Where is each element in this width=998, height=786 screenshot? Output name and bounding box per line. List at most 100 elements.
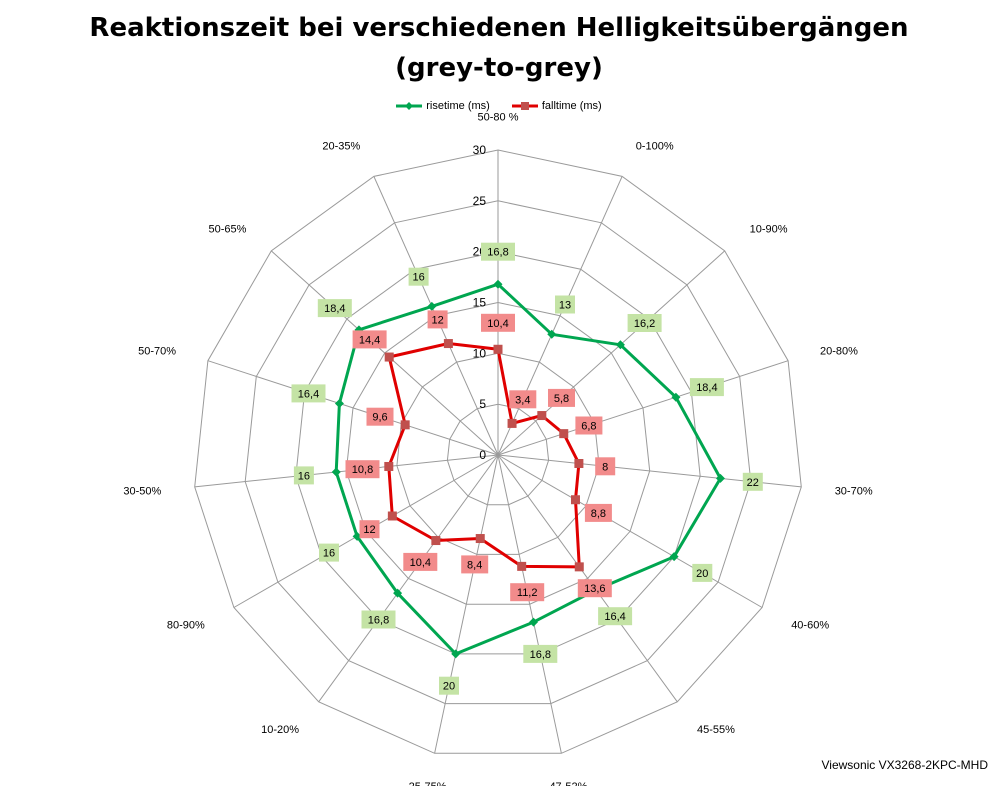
risetime-data-label-bg	[293, 466, 314, 485]
falltime-point	[384, 352, 394, 362]
falltime-data-label: 3,4	[515, 394, 530, 406]
risetime-data-label: 16	[412, 272, 424, 284]
falltime-data-label: 8,8	[591, 508, 606, 520]
chart-title: Reaktionszeit bei verschiedenen Helligke…	[0, 8, 998, 88]
risetime-point	[427, 301, 437, 311]
risetime-point	[493, 279, 503, 289]
risetime-point	[615, 340, 625, 350]
risetime-data-label: 16,8	[530, 649, 551, 661]
falltime-point	[574, 562, 584, 572]
risetime-line	[334, 282, 722, 656]
falltime-data-label: 6,8	[581, 421, 596, 433]
risetime-point	[451, 649, 461, 659]
risetime-point	[334, 398, 344, 408]
falltime-data-label-bg	[366, 407, 394, 426]
legend: risetime (ms) falltime (ms)	[0, 100, 998, 112]
radial-tick-label: 5	[479, 397, 486, 411]
grid-spoke	[497, 454, 562, 754]
falltime-data-label-bg	[548, 388, 575, 407]
grid-spoke	[270, 250, 499, 456]
legend-item-risetime: risetime (ms)	[396, 100, 490, 112]
falltime-data-label: 12	[363, 524, 375, 536]
falltime-data-label: 13,6	[584, 583, 605, 595]
falltime-point	[431, 536, 441, 546]
falltime-point	[443, 339, 453, 349]
falltime-data-label: 8,4	[467, 559, 482, 571]
falltime-point	[400, 420, 410, 430]
falltime-data-label-bg	[359, 520, 380, 539]
category-label: 20-80%	[820, 345, 858, 357]
falltime-data-label: 10,4	[487, 318, 508, 330]
chart-title-line-1: Reaktionszeit bei verschiedenen Helligke…	[89, 13, 909, 43]
falltime-data-label-bg	[510, 583, 545, 602]
falltime-point	[493, 344, 503, 354]
falltime-data-label-bg	[403, 552, 438, 571]
risetime-data-label: 18,4	[696, 382, 717, 394]
risetime-data-label-bg	[408, 267, 429, 286]
falltime-data-label-bg	[461, 555, 489, 574]
grid-ring	[396, 352, 600, 555]
risetime-data-label-bg	[317, 299, 352, 318]
category-label: 0-100%	[636, 141, 674, 153]
risetime-data-label-bg	[523, 644, 558, 663]
falltime-point	[537, 411, 547, 421]
category-label: 50-65%	[208, 224, 246, 236]
falltime-line	[387, 342, 581, 569]
category-label: 10-90%	[750, 224, 788, 236]
category-label: 47-52%	[549, 781, 587, 786]
risetime-point	[393, 588, 403, 598]
grid-spoke	[434, 454, 499, 754]
grid-spoke	[318, 454, 499, 703]
risetime-data-label-bg	[627, 314, 662, 332]
risetime-data-label-bg	[555, 295, 575, 314]
risetime-data-label-bg	[598, 607, 633, 626]
falltime-point	[387, 511, 397, 521]
grid-spoke	[497, 454, 763, 608]
risetime-data-label-bg	[439, 676, 459, 695]
risetime-data-label-bg	[692, 563, 713, 582]
legend-falltime-marker	[511, 102, 538, 110]
falltime-data-label-bg	[595, 457, 616, 476]
category-label: 45-55%	[697, 724, 735, 736]
falltime-data-label: 10,8	[352, 464, 373, 476]
category-label: 30-50%	[123, 485, 161, 497]
legend-risetime-label: risetime (ms)	[426, 100, 490, 112]
falltime-data-label: 5,8	[554, 393, 569, 405]
risetime-data-label: 16,2	[634, 318, 655, 330]
falltime-data-label-bg	[427, 310, 448, 329]
risetime-data-label: 18,4	[324, 303, 345, 315]
falltime-point	[475, 534, 485, 544]
grid-ring	[295, 251, 701, 655]
footer-model-label: Viewsonic VX3268-2KPC-MHD	[821, 758, 988, 772]
grid-ring	[244, 200, 752, 705]
falltime-data-label-bg	[584, 503, 612, 522]
risetime-point	[671, 392, 681, 402]
falltime-data-label: 9,6	[372, 412, 387, 424]
grid-spoke	[497, 176, 623, 456]
risetime-point	[331, 467, 341, 477]
legend-item-falltime: falltime (ms)	[511, 100, 602, 112]
legend-risetime-marker	[396, 102, 423, 110]
grid-ring	[446, 403, 550, 506]
category-label: 25-75%	[409, 781, 447, 786]
falltime-data-label-bg	[577, 579, 612, 598]
falltime-point	[517, 561, 527, 571]
category-label: 20-35%	[322, 141, 360, 153]
risetime-data-label: 20	[696, 568, 708, 580]
risetime-data-label-bg	[481, 242, 515, 261]
category-label: 10-20%	[261, 724, 299, 736]
radial-tick-label: 25	[473, 194, 487, 208]
grid-spoke	[497, 454, 678, 703]
risetime-point	[529, 617, 539, 627]
risetime-data-label: 22	[747, 477, 759, 489]
falltime-data-label: 12	[431, 314, 443, 326]
risetime-data-label: 16	[323, 548, 335, 560]
risetime-data-label-bg	[291, 384, 326, 403]
falltime-data-label-bg	[575, 416, 603, 435]
risetime-data-label-bg	[319, 543, 339, 562]
risetime-point	[547, 329, 557, 339]
radial-tick-label: 15	[473, 296, 487, 310]
category-label: 40-60%	[791, 619, 829, 631]
risetime-point	[352, 531, 362, 541]
